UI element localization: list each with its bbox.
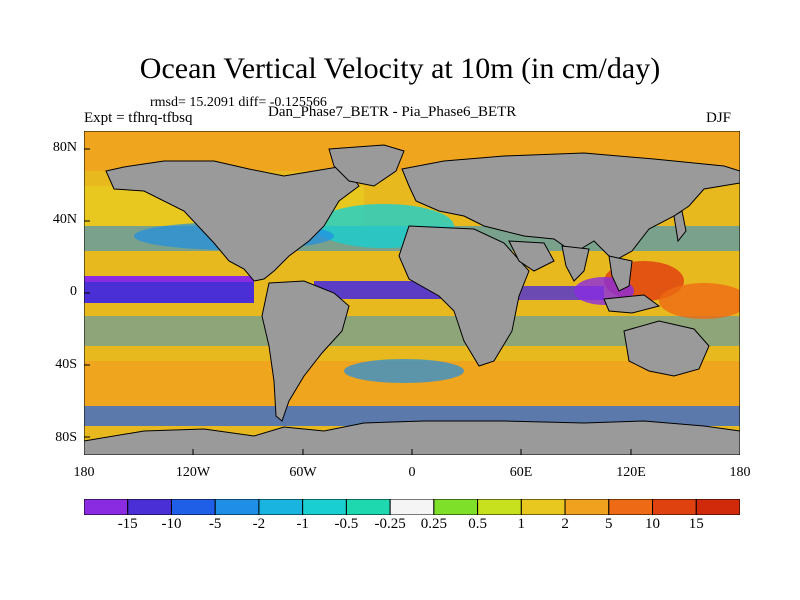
colorbar-label: 0.25 [420, 516, 448, 532]
south-america [261, 280, 350, 422]
world-map [84, 131, 740, 455]
colorbar-swatch [564, 499, 610, 515]
colorbar-swatch [389, 499, 435, 515]
arabia [508, 240, 555, 272]
band-antarctic [84, 406, 740, 426]
colorbar-label: -2 [252, 516, 266, 532]
borneo-sumatra [603, 294, 661, 314]
x-tick-60w: 60W [289, 465, 317, 480]
colorbar-label: -10 [161, 516, 182, 532]
y-tick-40n: 40N [52, 212, 77, 227]
colorbar-label: 15 [688, 516, 704, 532]
band-equator-west-2 [84, 276, 254, 282]
y-tick-80n: 80N [52, 140, 77, 155]
colorbar-swatch [258, 499, 304, 515]
patch-south-atlantic [344, 359, 464, 383]
australia [623, 320, 710, 377]
tick-marks [84, 148, 632, 455]
greenland [328, 144, 405, 187]
colorbar-label: 1 [517, 516, 526, 532]
africa [398, 225, 530, 367]
colorbar-swatch [127, 499, 172, 515]
colorbar-label: 2 [561, 516, 569, 532]
stats-text: rmsd= 15.2091 diff= -0.125566 [150, 95, 327, 110]
colorbar-swatch [477, 499, 522, 515]
x-tick-120e: 120E [616, 465, 646, 480]
colorbar-label: 5 [605, 516, 613, 532]
colorbar-swatch [345, 499, 391, 515]
colorbar-swatch [608, 499, 654, 515]
colorbar-label: -0.25 [374, 516, 406, 532]
colorbar-label: -5 [208, 516, 222, 532]
y-tick-40s: 40S [55, 357, 77, 372]
colorbar-label: -15 [117, 516, 138, 532]
colorbar-swatch [302, 499, 347, 515]
colorbar-swatch [652, 499, 697, 515]
north-america [105, 160, 360, 282]
colorbar-swatch [433, 499, 479, 515]
colorbar-swatch [695, 499, 740, 515]
season-label: DJF [706, 110, 732, 126]
map-title: Ocean Vertical Velocity at 10m (in cm/da… [139, 52, 661, 85]
antarctica [84, 420, 740, 455]
x-tick-60e: 60E [509, 465, 533, 480]
band-equator-west [84, 281, 254, 303]
colorbar-swatch [84, 499, 129, 515]
colorbar-label: 10 [645, 516, 660, 532]
x-tick-120w: 120W [175, 465, 211, 480]
patch-south-pacific [659, 283, 740, 319]
colorbar [84, 499, 740, 515]
x-tick-180-right: 180 [729, 465, 751, 480]
europe-asia [401, 152, 740, 262]
colorbar-swatch [170, 499, 216, 515]
x-tick-0: 0 [408, 465, 416, 480]
y-tick-80s: 80S [55, 430, 77, 445]
india [561, 245, 590, 282]
colorbar-label: -1 [296, 516, 309, 532]
colorbar-swatch [214, 499, 260, 515]
y-tick-0: 0 [70, 284, 77, 299]
run-comparison-label: Dan_Phase7_BETR - Pia_Phase6_BETR [268, 104, 517, 120]
indochina [608, 255, 633, 292]
colorbar-label: -0.5 [334, 516, 359, 532]
colorbar-label: 0.5 [468, 516, 487, 532]
colorbar-swatch [520, 499, 566, 515]
experiment-label: Expt = tfhrq-tfbsq [84, 110, 193, 126]
x-tick-180-left: 180 [73, 465, 95, 480]
japan [673, 210, 687, 243]
